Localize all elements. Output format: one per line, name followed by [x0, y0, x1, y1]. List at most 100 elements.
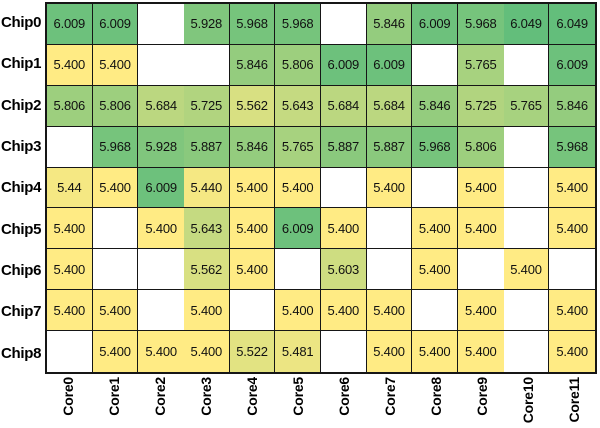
heatmap-cell — [321, 4, 367, 45]
heatmap-cell: 5.968 — [229, 4, 276, 45]
heatmap-cell — [503, 208, 550, 250]
heatmap-cell: 5.400 — [458, 331, 504, 372]
heatmap-cell — [92, 208, 139, 250]
row-label: Chip3 — [1, 138, 42, 156]
heatmap-cell: 5.400 — [229, 249, 276, 291]
col-label: Core9 — [474, 377, 490, 416]
heatmap-cell: 5.846 — [412, 85, 458, 127]
heatmap-cell — [92, 249, 139, 291]
heatmap-cell: 5.400 — [412, 249, 458, 291]
col-label-cell: Core8 — [413, 377, 459, 428]
heatmap-cell: 5.400 — [503, 249, 550, 291]
heatmap-cell — [412, 290, 458, 332]
heatmap-cell: 5.846 — [229, 44, 276, 86]
heatmap-cell: 5.643 — [184, 208, 230, 250]
heatmap-cell — [412, 167, 458, 209]
heatmap-cell: 5.887 — [366, 126, 413, 168]
heatmap-cell: 5.440 — [184, 167, 230, 209]
heatmap-cell: 5.400 — [366, 331, 413, 372]
row-label: Chip5 — [1, 220, 42, 238]
heatmap-cell: 5.400 — [321, 290, 367, 332]
col-label-cell: Core3 — [183, 377, 229, 428]
heatmap-cell: 5.400 — [47, 249, 93, 291]
heatmap-cell — [458, 249, 504, 291]
row-label: Chip2 — [1, 96, 42, 114]
heatmap-cell: 5.400 — [92, 167, 139, 209]
heatmap-cell — [321, 167, 367, 209]
heatmap-cell — [503, 126, 550, 168]
heatmap-cell: 5.400 — [138, 331, 184, 372]
col-label-cell: Core4 — [229, 377, 275, 428]
row-label: Chip0 — [1, 14, 42, 32]
col-label: Core8 — [428, 377, 444, 416]
heatmap-cell: 5.643 — [275, 85, 321, 127]
heatmap-cell — [138, 290, 184, 332]
col-label: Core3 — [198, 377, 214, 416]
col-labels: Core0 Core1 Core2 Core3 Core4 Core5 Core6 Core7… — [45, 377, 597, 428]
heatmap-cell: 5.928 — [184, 4, 230, 45]
heatmap-cell: 5.400 — [321, 208, 367, 250]
col-label-cell: Core1 — [91, 377, 137, 428]
heatmap-cell: 5.846 — [549, 85, 595, 127]
heatmap-cell — [549, 249, 595, 291]
heatmap-cell — [366, 208, 413, 250]
heatmap-cell: 6.009 — [138, 167, 184, 209]
heatmap-cell: 5.684 — [321, 85, 367, 127]
heatmap-cell: 6.009 — [549, 44, 595, 86]
heatmap-cell: 5.44 — [47, 167, 93, 209]
heatmap-cell — [229, 290, 276, 332]
heatmap-cell: 5.400 — [92, 331, 139, 372]
heatmap-cell — [138, 4, 184, 45]
heatmap-cell — [412, 44, 458, 86]
col-label: Core6 — [336, 377, 352, 416]
heatmap-cell: 6.009 — [412, 4, 458, 45]
heatmap-cell: 5.928 — [138, 126, 184, 168]
heatmap-cell: 5.806 — [47, 85, 93, 127]
col-label: Core0 — [60, 377, 76, 416]
col-label-cell: Core9 — [459, 377, 505, 428]
heatmap-cell: 5.968 — [458, 4, 504, 45]
heatmap-cell — [47, 126, 93, 168]
heatmap-cell: 5.603 — [321, 249, 367, 291]
col-label-cell: Core0 — [45, 377, 91, 428]
heatmap-cell — [275, 249, 321, 291]
col-label-cell: Core7 — [367, 377, 413, 428]
col-label: Core11 — [566, 377, 582, 423]
heatmap-cell: 5.846 — [366, 4, 413, 45]
heatmap-cell: 5.684 — [366, 85, 413, 127]
heatmap-grid: 6.009 6.009 5.928 5.968 5.968 5.846 6.009 5.968… — [45, 2, 597, 374]
heatmap-cell: 6.009 — [92, 4, 139, 45]
row-label: Chip1 — [1, 55, 42, 73]
heatmap-cell — [503, 44, 550, 86]
heatmap-cell: 5.400 — [366, 290, 413, 332]
heatmap-cell — [184, 44, 230, 86]
col-label-cell: Core10 — [505, 377, 551, 428]
heatmap-cell: 5.968 — [275, 4, 321, 45]
col-label: Core10 — [520, 377, 536, 424]
heatmap-cell: 5.400 — [412, 208, 458, 250]
heatmap-cell: 5.400 — [184, 331, 230, 372]
row-label: Chip8 — [1, 344, 42, 362]
heatmap-cell: 5.725 — [184, 85, 230, 127]
row-label: Chip7 — [1, 303, 42, 321]
heatmap-cell: 5.968 — [92, 126, 139, 168]
heatmap-cell: 5.562 — [229, 85, 276, 127]
heatmap-cell: 5.400 — [458, 167, 504, 209]
heatmap-cell: 5.846 — [229, 126, 276, 168]
heatmap-cell: 5.887 — [184, 126, 230, 168]
heatmap-cell: 5.522 — [229, 331, 276, 372]
heatmap-cell — [138, 249, 184, 291]
heatmap-cell: 5.400 — [184, 290, 230, 332]
heatmap-cell: 6.009 — [275, 208, 321, 250]
heatmap-cell: 5.765 — [503, 85, 550, 127]
col-label-cell: Core6 — [321, 377, 367, 428]
heatmap-cell: 5.968 — [549, 126, 595, 168]
heatmap-cell: 5.400 — [92, 290, 139, 332]
heatmap-cell — [503, 167, 550, 209]
row-label: Chip6 — [1, 262, 42, 280]
heatmap-cell: 5.765 — [458, 44, 504, 86]
heatmap-cell: 6.009 — [47, 4, 93, 45]
col-label-cell: Core2 — [137, 377, 183, 428]
heatmap-cell: 5.684 — [138, 85, 184, 127]
heatmap-cell — [321, 331, 367, 372]
